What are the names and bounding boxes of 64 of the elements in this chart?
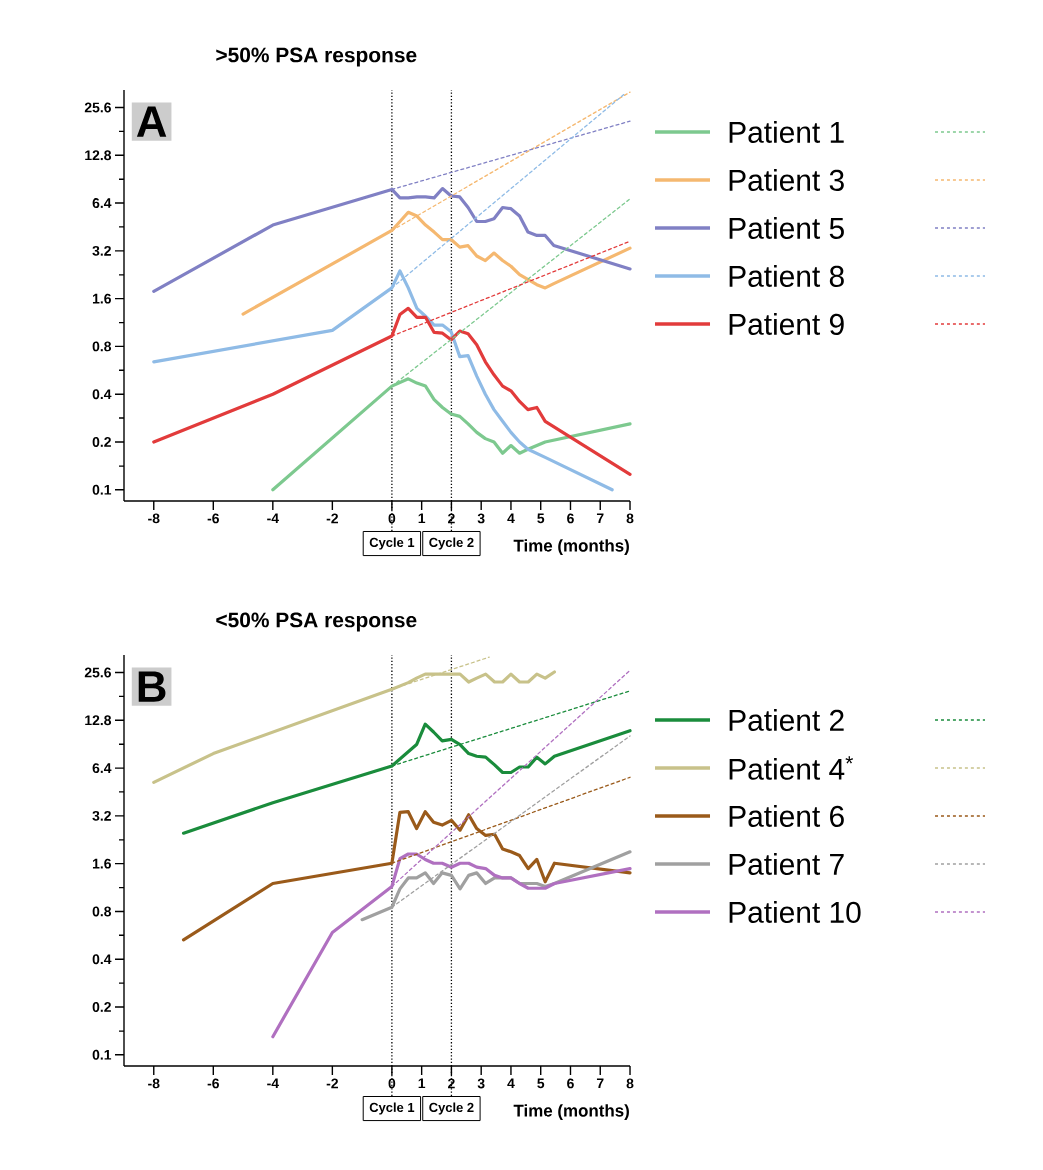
x-tick-label: 5 — [537, 513, 545, 524]
x-tick-label: 7 — [596, 513, 604, 524]
x-tick-label: 0 — [388, 513, 396, 524]
annotation: B — [138, 671, 166, 702]
x-axis-title: Time (months) — [513, 539, 629, 555]
x-tick-label: 2 — [448, 513, 455, 524]
x-tick-label: 7 — [596, 1078, 604, 1089]
legend-label: Patient 6 — [729, 805, 844, 827]
x-tick-label: 2 — [448, 1078, 455, 1089]
chart-title: <50% PSA response — [216, 612, 417, 632]
y-tick-label: 12.8 — [85, 150, 112, 161]
legend-label: Patient 4$^{*}$ — [729, 756, 853, 780]
x-tick-label: 3 — [477, 513, 485, 524]
x-tick-label: -8 — [148, 513, 160, 524]
ref-line-label: Cycle 1 — [369, 1102, 415, 1115]
x-tick-label: 8 — [626, 1078, 634, 1089]
y-tick-label: 3.2 — [92, 245, 111, 256]
annotation: A — [136, 106, 167, 137]
y-tick-label: 0.2 — [92, 1002, 111, 1012]
x-tick-label: 5 — [537, 1078, 545, 1089]
x-tick-label: 3 — [477, 1078, 485, 1089]
x-tick-label: -8 — [148, 1078, 160, 1089]
legend-label: Patient 8 — [729, 265, 844, 287]
legend-label: Patient 3 — [729, 169, 844, 191]
x-tick-label: -4 — [267, 1078, 279, 1089]
ref-line-label: Cycle 1 — [369, 537, 415, 550]
y-tick-label: 0.2 — [92, 437, 111, 447]
x-tick-label: 4 — [507, 513, 515, 524]
x-tick-label: 6 — [567, 1078, 574, 1089]
x-tick-label: 8 — [626, 513, 634, 524]
y-tick-label: 6.4 — [92, 763, 112, 774]
legend-label: Patient 9 — [729, 313, 844, 335]
y-tick-label: 0.4 — [92, 389, 112, 400]
y-tick-label: 0.8 — [92, 906, 112, 917]
legend-label: Patient 1 — [729, 121, 844, 143]
x-tick-label: 1 — [418, 513, 426, 524]
ref-line-label: Cycle 2 — [429, 537, 474, 550]
x-tick-label: -6 — [207, 1078, 219, 1089]
x-tick-label: 4 — [507, 1078, 515, 1089]
y-tick-label: 0.4 — [92, 954, 112, 965]
x-tick-label: -4 — [267, 513, 279, 524]
x-tick-label: 1 — [418, 1078, 426, 1089]
y-tick-label: 1.6 — [92, 293, 111, 304]
y-tick-label: 0.1 — [92, 484, 112, 495]
y-tick-label: 25.6 — [84, 102, 111, 113]
x-tick-label: -2 — [326, 513, 339, 524]
legend-label: Patient 5 — [729, 217, 844, 239]
y-tick-label: 0.8 — [92, 341, 112, 352]
legend-label: Patient 2 — [729, 709, 844, 731]
x-tick-label: 0 — [388, 1078, 396, 1089]
ref-line-label: Cycle 2 — [429, 1102, 474, 1115]
legend-label: Patient 7 — [729, 853, 844, 875]
y-tick-label: 0.1 — [92, 1049, 112, 1060]
y-tick-label: 3.2 — [92, 810, 111, 821]
y-tick-label: 1.6 — [92, 858, 111, 869]
y-tick-label: 25.6 — [84, 667, 111, 678]
x-tick-label: -6 — [207, 513, 219, 524]
y-tick-label: 6.4 — [92, 198, 112, 209]
chart-title: >50% PSA response — [216, 47, 417, 67]
x-tick-label: -2 — [326, 1078, 339, 1089]
x-tick-label: 6 — [567, 513, 574, 524]
y-tick-label: 12.8 — [85, 715, 112, 726]
legend-label: Patient 10 — [729, 901, 861, 923]
x-axis-title: Time (months) — [513, 1104, 629, 1120]
